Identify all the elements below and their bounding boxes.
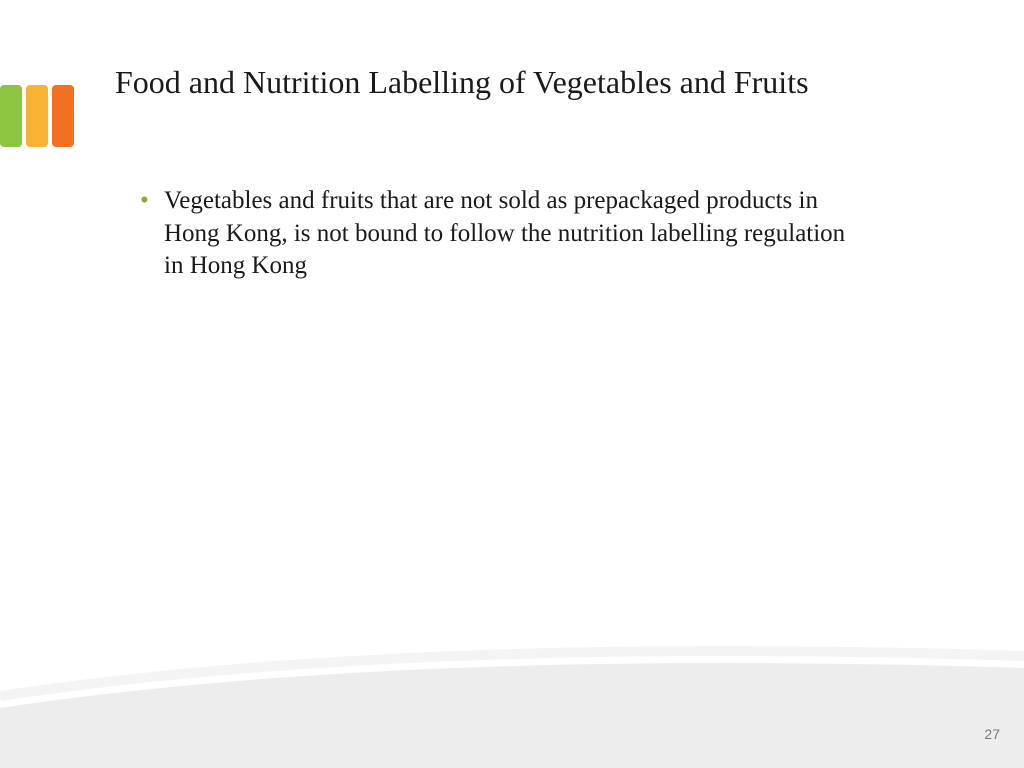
page-number: 27 <box>984 726 1000 742</box>
slide-body: Vegetables and fruits that are not sold … <box>140 185 860 283</box>
footer-wave <box>0 618 1024 768</box>
decor-bars <box>0 85 74 147</box>
decor-bar-2 <box>26 85 48 147</box>
footer-band <box>0 663 1024 768</box>
decor-bar-3 <box>52 85 74 147</box>
bullet-item: Vegetables and fruits that are not sold … <box>140 185 860 283</box>
slide-title-block: Food and Nutrition Labelling of Vegetabl… <box>115 62 905 104</box>
bullet-list: Vegetables and fruits that are not sold … <box>140 185 860 283</box>
footer-wave-stroke <box>0 651 1024 696</box>
slide-title: Food and Nutrition Labelling of Vegetabl… <box>115 62 905 104</box>
decor-bar-1 <box>0 85 22 147</box>
